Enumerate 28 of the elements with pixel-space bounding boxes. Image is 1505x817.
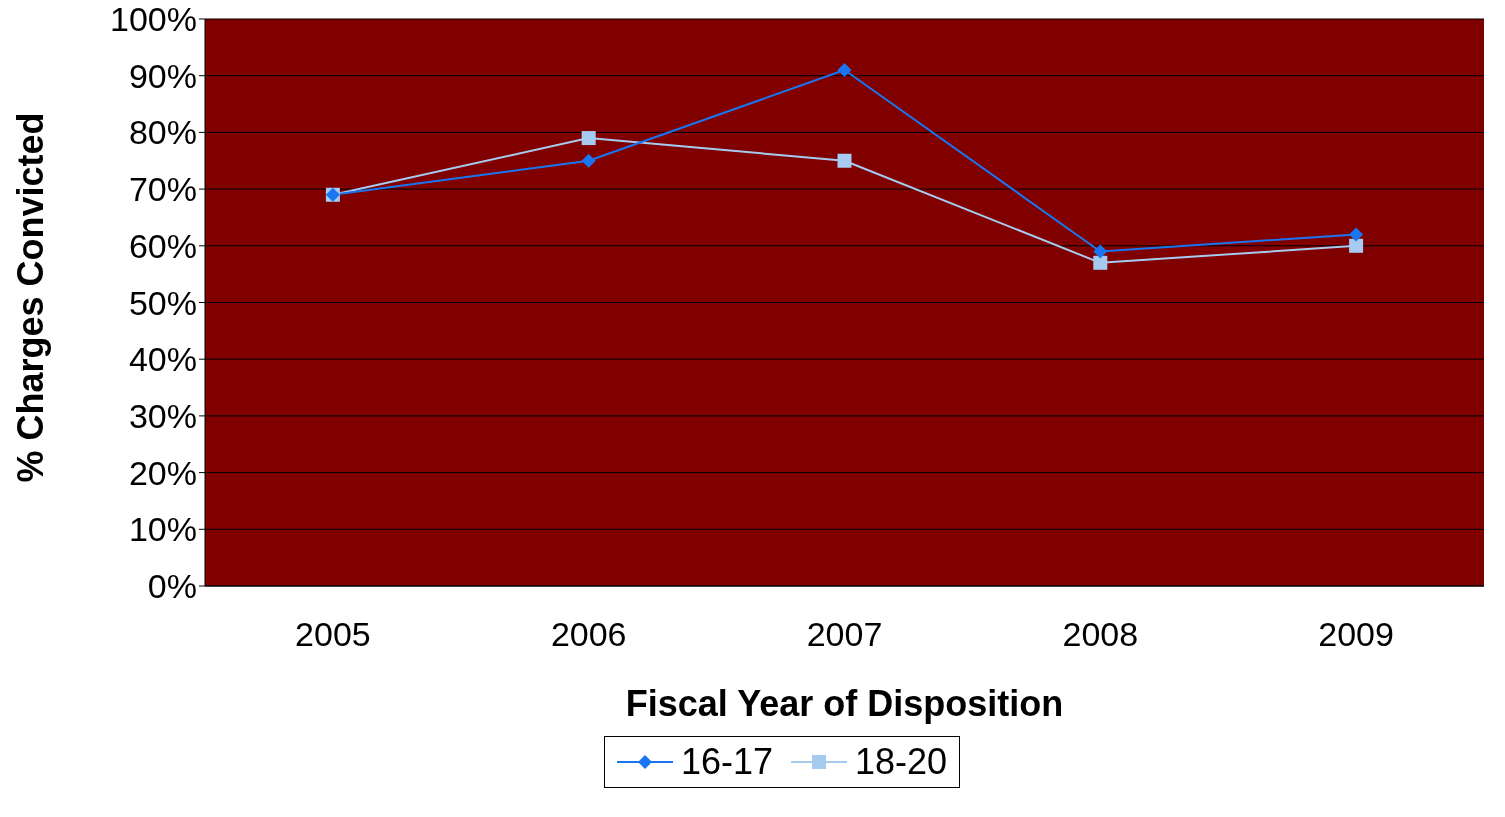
point bbox=[1093, 244, 1108, 259]
legend-label: 16-17 bbox=[679, 741, 773, 783]
x-tick-label: 2008 bbox=[1062, 615, 1139, 654]
y-tick-label: 20% bbox=[128, 453, 197, 492]
y-tick-label: 80% bbox=[128, 113, 197, 152]
point bbox=[581, 131, 596, 146]
x-tick-label: 2006 bbox=[550, 615, 627, 654]
y-tick-label: 40% bbox=[128, 340, 197, 379]
y-axis-title: % Charges Convicted bbox=[9, 112, 51, 483]
y-tick-label: 0% bbox=[147, 567, 197, 606]
y-tick-label: 60% bbox=[128, 226, 197, 265]
point bbox=[1349, 238, 1364, 253]
y-tick-label: 100% bbox=[110, 0, 197, 39]
y-tick-label: 50% bbox=[128, 283, 197, 322]
y-tick-label: 10% bbox=[128, 510, 197, 549]
point bbox=[1349, 227, 1364, 242]
y-tick-label: 70% bbox=[128, 170, 197, 209]
x-tick-label: 2009 bbox=[1318, 615, 1394, 654]
x-tick-label: 2007 bbox=[806, 615, 883, 654]
y-tick-label: 90% bbox=[128, 56, 197, 95]
legend-label: 18-20 bbox=[854, 741, 948, 783]
point bbox=[837, 153, 852, 168]
point bbox=[837, 63, 852, 78]
y-tick-label: 30% bbox=[128, 396, 197, 435]
point bbox=[1093, 255, 1108, 270]
x-axis-title: Fiscal Year of Disposition bbox=[625, 683, 1064, 724]
point bbox=[581, 153, 596, 168]
x-tick-label: 2005 bbox=[295, 615, 371, 654]
